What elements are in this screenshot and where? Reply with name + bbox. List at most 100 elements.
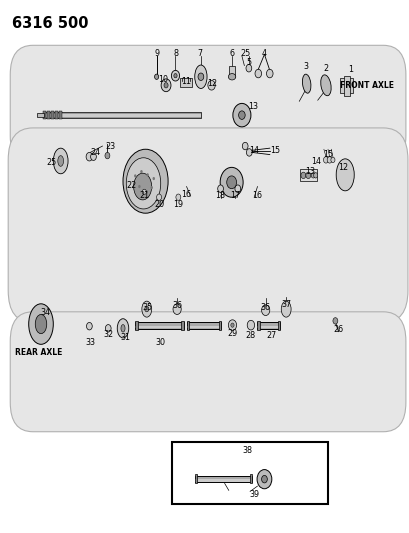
Bar [186, 321, 189, 330]
Text: 6: 6 [229, 49, 234, 58]
Circle shape [332, 318, 337, 324]
Bar [172, 442, 327, 504]
Bar [343, 76, 349, 96]
Circle shape [220, 167, 243, 197]
Bar [194, 476, 252, 482]
Text: 12: 12 [337, 163, 347, 172]
Circle shape [198, 73, 203, 80]
Circle shape [326, 157, 331, 163]
Text: 17: 17 [230, 191, 240, 199]
Bar [339, 78, 352, 93]
Circle shape [266, 69, 272, 78]
Circle shape [226, 176, 236, 189]
Bar [181, 321, 183, 330]
Text: 39: 39 [249, 490, 258, 498]
Circle shape [313, 173, 317, 178]
Ellipse shape [58, 156, 63, 166]
Text: 24: 24 [90, 148, 100, 157]
Text: 6316 500: 6316 500 [12, 16, 89, 31]
Bar [43, 114, 200, 117]
Text: 35: 35 [142, 303, 152, 311]
Text: 36: 36 [260, 303, 270, 311]
Circle shape [86, 152, 92, 161]
Text: 2: 2 [323, 64, 328, 72]
Bar [249, 474, 252, 483]
Bar [135, 321, 137, 330]
Circle shape [144, 306, 148, 312]
Bar [257, 321, 259, 330]
Circle shape [228, 320, 236, 330]
Circle shape [238, 111, 245, 119]
Circle shape [310, 173, 315, 178]
Bar [228, 66, 235, 77]
Ellipse shape [29, 304, 53, 344]
Ellipse shape [133, 173, 151, 200]
Bar [218, 321, 221, 330]
Circle shape [105, 152, 110, 159]
Circle shape [234, 185, 240, 192]
Text: 1: 1 [347, 65, 352, 74]
Ellipse shape [126, 158, 160, 209]
Circle shape [142, 189, 146, 195]
Text: 33: 33 [85, 338, 95, 346]
Circle shape [242, 142, 247, 150]
Text: 5: 5 [246, 59, 251, 67]
Circle shape [171, 70, 179, 81]
Ellipse shape [117, 319, 128, 338]
Circle shape [90, 153, 96, 160]
Ellipse shape [228, 74, 235, 80]
Circle shape [156, 194, 161, 200]
Circle shape [254, 69, 261, 78]
Bar [277, 321, 279, 330]
Circle shape [323, 157, 328, 163]
Text: 26: 26 [333, 325, 343, 334]
Ellipse shape [320, 75, 330, 96]
Bar [186, 322, 221, 329]
Text: 20: 20 [154, 200, 164, 208]
Circle shape [138, 185, 140, 188]
Circle shape [150, 186, 153, 189]
Ellipse shape [53, 148, 68, 174]
Circle shape [175, 194, 180, 200]
Bar [47, 111, 49, 119]
Circle shape [217, 185, 223, 192]
Circle shape [134, 174, 136, 177]
Bar [180, 78, 191, 87]
Text: 21: 21 [139, 191, 149, 199]
Bar [135, 326, 183, 328]
FancyBboxPatch shape [10, 45, 405, 165]
Circle shape [161, 79, 171, 92]
Text: 27: 27 [266, 332, 276, 340]
Circle shape [207, 80, 215, 90]
Text: 28: 28 [245, 332, 255, 340]
Bar [299, 169, 317, 181]
Text: 13: 13 [248, 102, 258, 111]
Circle shape [145, 190, 148, 193]
Circle shape [300, 172, 305, 179]
Text: 37: 37 [281, 301, 290, 309]
Text: 31: 31 [120, 334, 130, 342]
Circle shape [261, 305, 269, 316]
Text: 29: 29 [227, 329, 237, 337]
Text: 15: 15 [270, 146, 280, 155]
Text: 12: 12 [207, 79, 217, 87]
Bar [59, 111, 62, 119]
Bar [135, 322, 183, 329]
Text: 23: 23 [106, 142, 115, 150]
Circle shape [86, 322, 92, 330]
Bar [186, 326, 221, 328]
Bar [51, 111, 54, 119]
FancyBboxPatch shape [8, 128, 407, 322]
Circle shape [261, 475, 267, 483]
Circle shape [154, 74, 158, 79]
Ellipse shape [302, 74, 310, 93]
Circle shape [256, 470, 271, 489]
Circle shape [105, 325, 111, 332]
Text: 9: 9 [154, 49, 159, 58]
Text: 36: 36 [172, 301, 182, 310]
Circle shape [152, 177, 155, 180]
Text: FRONT AXLE: FRONT AXLE [339, 81, 393, 90]
Text: 19: 19 [173, 200, 183, 208]
Ellipse shape [121, 325, 125, 332]
Text: 14: 14 [311, 157, 321, 166]
